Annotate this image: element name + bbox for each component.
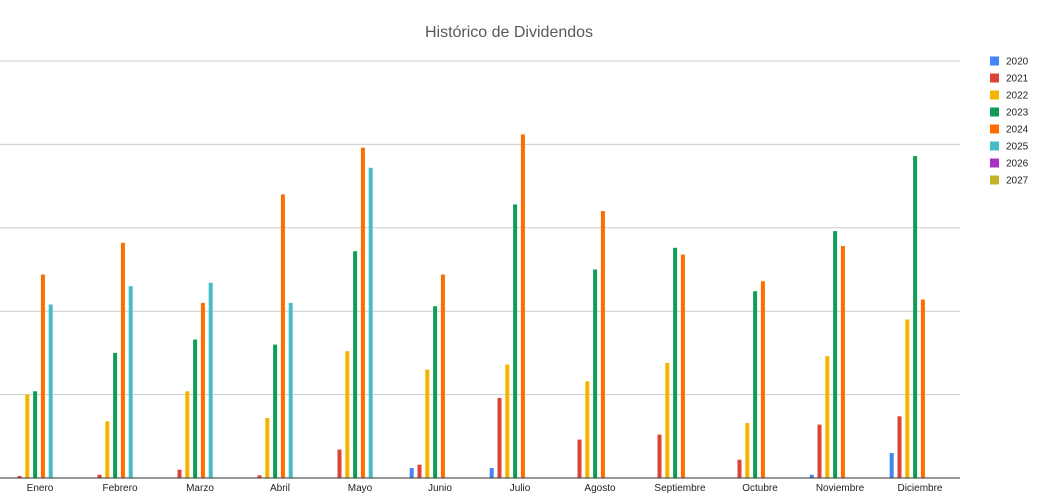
legend-swatch-2026 — [990, 158, 999, 168]
bar-2022-febrero — [105, 421, 110, 478]
bar-2021-diciembre — [897, 416, 902, 478]
x-tick-label: Octubre — [742, 483, 778, 494]
x-tick-label: Marzo — [186, 483, 214, 494]
bar-2023-octubre — [753, 291, 758, 478]
bar-2023-diciembre — [913, 156, 918, 478]
legend-swatch-2025 — [990, 141, 999, 151]
bar-2022-abril — [265, 418, 270, 478]
legend-label-2026: 2026 — [1006, 159, 1029, 170]
bar-2024-julio — [520, 134, 525, 478]
x-tick-label: Abril — [270, 483, 290, 494]
bar-2021-febrero — [97, 474, 102, 478]
bar-2024-abril — [280, 194, 285, 478]
bar-2022-diciembre — [905, 319, 910, 478]
bar-2021-agosto — [577, 439, 582, 478]
bar-2023-junio — [433, 306, 438, 478]
x-axis-tick-labels: Enero Febrero Marzo Abril Mayo Junio Julio Agos… — [27, 483, 943, 494]
bar-2022-noviembre — [825, 356, 830, 478]
legend-swatch-2023 — [990, 107, 999, 117]
bar-2023-abril — [273, 344, 278, 478]
legend-label-2024: 2024 — [1006, 125, 1029, 136]
bar-2021-septiembre — [657, 434, 662, 478]
gridlines — [0, 60, 960, 396]
bar-2022-junio — [425, 369, 430, 478]
bar-2024-junio — [440, 274, 445, 478]
bar-2023-septiembre — [673, 247, 678, 478]
legend-label-2027: 2027 — [1006, 176, 1029, 187]
bar-2024-septiembre — [680, 254, 685, 478]
bar-2021-julio — [497, 397, 502, 478]
legend-label-2025: 2025 — [1006, 142, 1029, 153]
bar-2023-julio — [513, 204, 518, 478]
bar-2022-octubre — [745, 423, 750, 478]
bar-2025-abril — [288, 302, 293, 478]
legend-label-2021: 2021 — [1006, 74, 1029, 85]
bar-2024-febrero — [120, 242, 125, 478]
x-tick-label: Mayo — [348, 483, 373, 494]
bar-2025-marzo — [208, 282, 213, 478]
bar-2023-enero — [33, 391, 38, 478]
legend-swatch-2022 — [990, 90, 999, 100]
legend-label-2023: 2023 — [1006, 108, 1029, 119]
legend-swatch-2024 — [990, 124, 999, 134]
bar-2021-octubre — [737, 459, 742, 478]
x-tick-label: Septiembre — [654, 483, 706, 494]
bar-2024-diciembre — [920, 299, 925, 478]
bar-2024-enero — [40, 274, 45, 478]
bar-2023-agosto — [593, 269, 598, 478]
x-tick-label: Enero — [27, 483, 54, 494]
x-tick-label: Noviembre — [816, 483, 865, 494]
x-tick-label: Junio — [428, 483, 452, 494]
bar-2025-febrero — [128, 286, 133, 478]
bar-2021-noviembre — [817, 424, 822, 478]
x-tick-label: Diciembre — [897, 483, 942, 494]
legend-label-2020: 2020 — [1006, 57, 1029, 68]
bar-2025-enero — [48, 304, 53, 478]
bar-2025-mayo — [368, 167, 373, 479]
bar-2024-mayo — [360, 147, 365, 478]
bar-2021-abril — [257, 475, 262, 478]
bar-2020-julio — [489, 468, 494, 478]
legend-swatch-2020 — [990, 56, 999, 66]
bar-2020-diciembre — [889, 453, 894, 478]
x-tick-label: Agosto — [584, 483, 616, 494]
bar-2024-noviembre — [840, 246, 845, 478]
chart-title: Histórico de Dividendos — [425, 24, 593, 41]
bar-2023-noviembre — [833, 231, 838, 478]
bar-2023-mayo — [353, 251, 358, 478]
bar-2023-febrero — [113, 352, 118, 478]
bar-2023-marzo — [193, 339, 198, 478]
legend-label-2022: 2022 — [1006, 91, 1029, 102]
bar-2022-mayo — [345, 351, 350, 478]
bar-2022-marzo — [185, 391, 190, 478]
bar-2022-julio — [505, 364, 510, 478]
bar-2024-marzo — [200, 302, 205, 478]
bar-2021-enero — [17, 476, 22, 478]
bar-2021-marzo — [177, 469, 182, 478]
x-tick-label: Febrero — [102, 483, 137, 494]
bar-2022-septiembre — [665, 362, 670, 478]
legend-swatch-2027 — [990, 175, 999, 185]
bar-2024-agosto — [600, 211, 605, 478]
legend: 2020 2021 2022 2023 2024 2025 2026 2027 — [990, 56, 1029, 187]
bar-2022-agosto — [585, 381, 590, 478]
bar-2024-octubre — [760, 281, 765, 478]
x-tick-label: Julio — [510, 483, 531, 494]
bar-2022-enero — [25, 394, 30, 478]
bar-2020-junio — [409, 468, 414, 478]
bar-2021-junio — [417, 464, 422, 478]
bars — [17, 134, 925, 479]
legend-swatch-2021 — [990, 73, 999, 83]
bar-2020-noviembre — [809, 474, 814, 478]
bar-2021-mayo — [337, 449, 342, 478]
